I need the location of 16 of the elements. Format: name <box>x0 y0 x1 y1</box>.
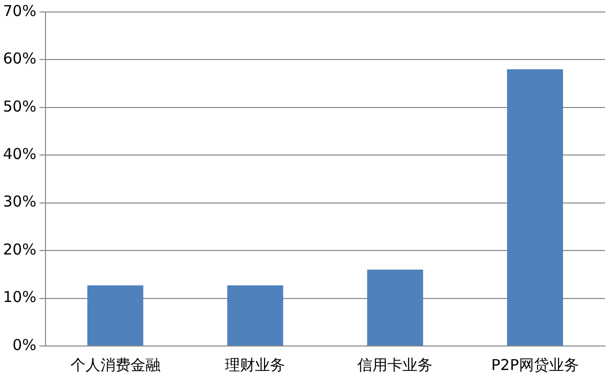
bar <box>87 285 144 346</box>
bar <box>507 69 564 346</box>
y-tick-label: 10% <box>2 288 36 306</box>
y-tick-label: 60% <box>2 50 36 68</box>
y-tick-label: 50% <box>2 97 36 116</box>
y-tick-label: 0% <box>12 336 36 354</box>
x-tick-label: 理财业务 <box>225 356 286 374</box>
x-tick-label: P2P网贷业务 <box>491 356 579 374</box>
x-tick-label: 信用卡业务 <box>358 356 433 374</box>
bar <box>227 285 284 346</box>
bar <box>367 270 424 346</box>
y-tick-label: 40% <box>2 145 36 164</box>
y-tick-label: 70% <box>2 2 36 20</box>
y-tick-label: 20% <box>2 240 36 258</box>
x-tick-label: 个人消费金融 <box>70 356 160 374</box>
y-tick-label: 30% <box>2 192 36 211</box>
